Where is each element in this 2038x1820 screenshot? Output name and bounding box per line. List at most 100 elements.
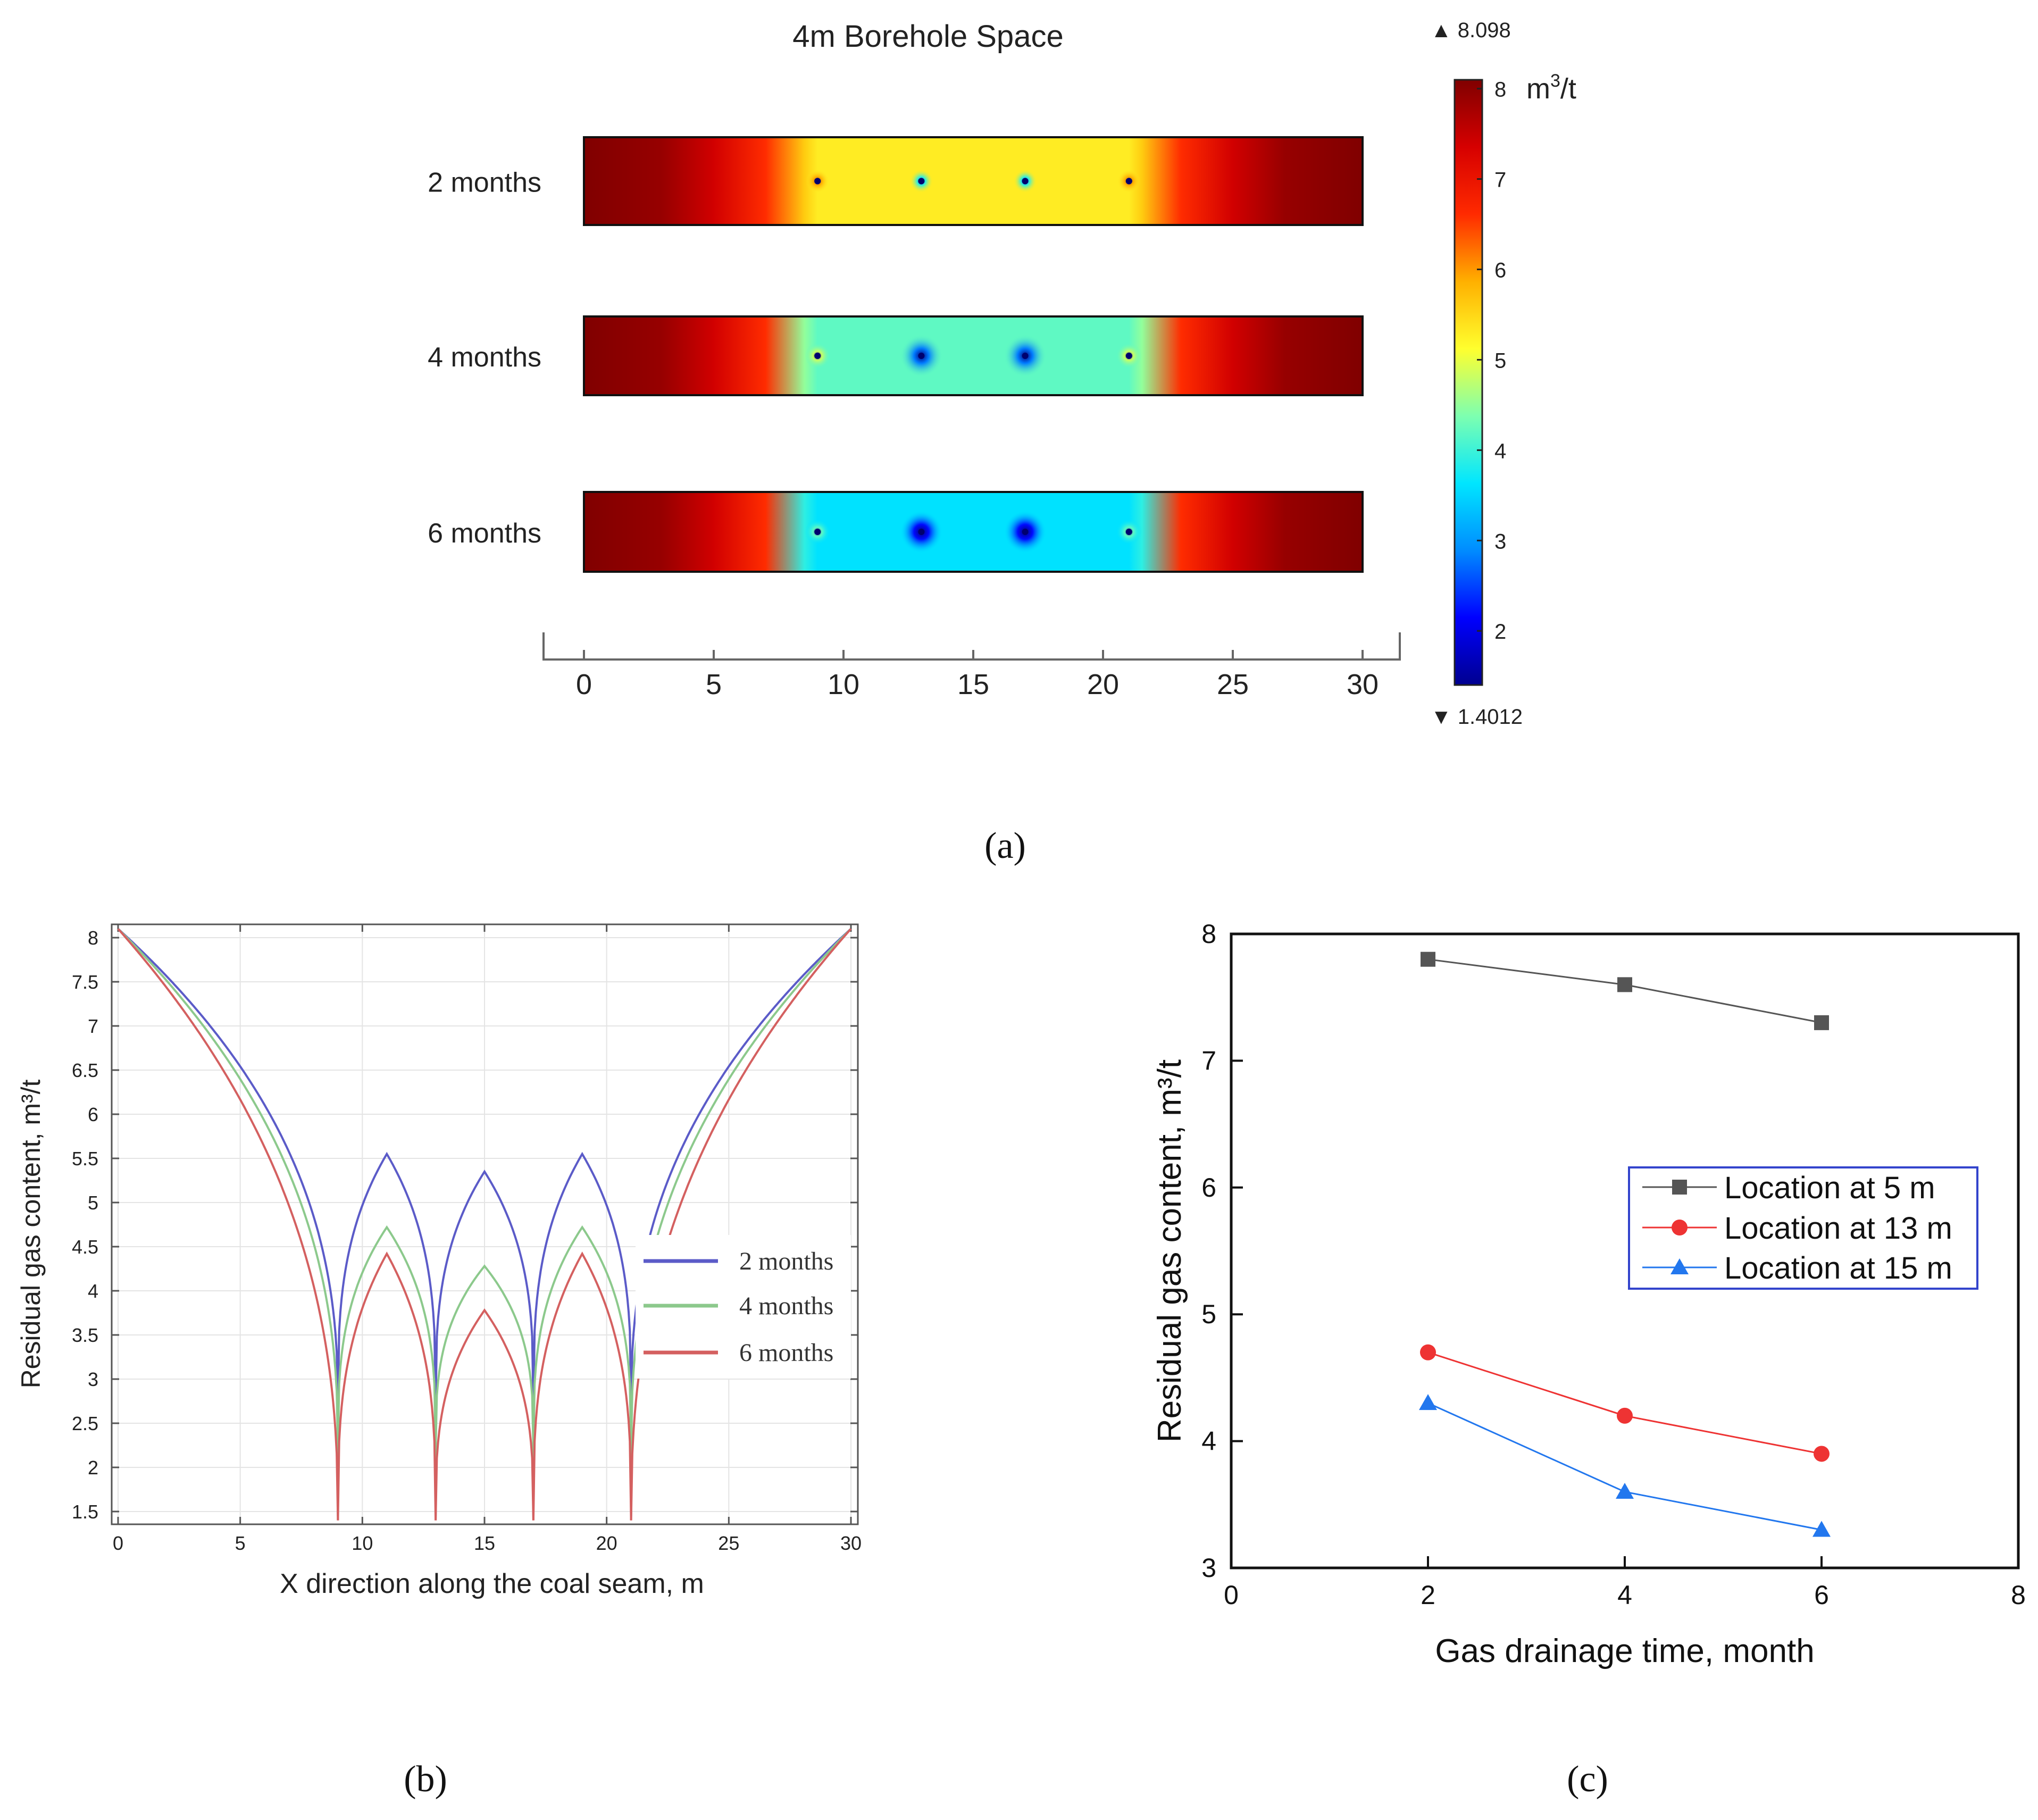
- chart-b-x-tick-label: 15: [474, 1532, 495, 1554]
- heatmap-x-axis: 0 5 10 15 20 25 30: [542, 632, 1401, 700]
- chart-c-marker-triangle: [1671, 1258, 1689, 1274]
- chart-c-x-tick-label: 4: [1617, 1580, 1632, 1610]
- chart-b-y-tick-label: 3: [88, 1368, 98, 1390]
- chart-c-y-tick-label: 4: [1201, 1426, 1216, 1456]
- chart-c-marker-square: [1617, 977, 1632, 992]
- colorbar-tick-label: 8: [1494, 78, 1506, 102]
- chart-b-x-tick-label: 0: [113, 1532, 123, 1554]
- chart-c-legend-label: Location at 15 m: [1724, 1251, 1952, 1285]
- heatmap-x-tick-label: 10: [828, 669, 859, 700]
- borehole-marker: [918, 178, 925, 185]
- chart-b-ticks: 0 5 10 15 20 25 30 1.5 2 2.5 3 3.5 4 4.5 5 5.5 6 6.5 7 7.5 8: [72, 924, 862, 1554]
- chart-b-y-tick-label: 5.5: [72, 1148, 98, 1170]
- chart-c-marker-square: [1421, 951, 1435, 967]
- chart-b-y-tick-label: 8: [88, 927, 98, 949]
- chart-b-x-tick-label: 30: [840, 1532, 862, 1554]
- chart-b-x-tick-label: 20: [596, 1532, 617, 1554]
- chart-c-y-tick-label: 8: [1201, 919, 1216, 949]
- chart-c-marker-triangle: [1616, 1482, 1634, 1499]
- heatmap-x-tick-label: 25: [1217, 669, 1249, 700]
- chart-b-y-tick-label: 2: [88, 1457, 98, 1479]
- borehole-marker: [1022, 529, 1029, 535]
- heatmap-strip: [583, 315, 1364, 396]
- borehole-marker: [1125, 178, 1132, 185]
- chart-c-line-Location-at-13-m: [1427, 1351, 1822, 1455]
- chart-c-marker-square: [1672, 1180, 1687, 1195]
- chart-b-y-tick-label: 6.5: [72, 1059, 98, 1081]
- chart-b-line-6-months: [117, 928, 852, 1521]
- chart-b-y-tick-label: 7.5: [72, 971, 98, 993]
- chart-b-xlabel: X direction along the coal seam, m: [280, 1568, 704, 1599]
- chart-c-ticks: 0 2 4 6 8 3 4 5 6 7 8: [1201, 919, 2026, 1610]
- heatmap-row-label: 4 months: [428, 342, 541, 373]
- chart-b-x-tick-label: 5: [235, 1532, 246, 1554]
- chart-b-line-2-months: [117, 928, 852, 1406]
- chart-c-legend-label: Location at 5 m: [1724, 1171, 1935, 1205]
- chart-c-marker-circle: [1617, 1407, 1633, 1424]
- chart-b-x-tick-label: 25: [718, 1532, 739, 1554]
- colorbar-min-label: ▼ 1.4012: [1431, 705, 1523, 729]
- heatmap-title: 4m Borehole Space: [792, 19, 1063, 54]
- colorbar-tick-label: 7: [1494, 169, 1506, 192]
- chart-b-line-4-months: [117, 928, 852, 1450]
- chart-c-marker-circle: [1814, 1446, 1830, 1462]
- chart-b-y-tick-label: 3.5: [72, 1324, 98, 1346]
- colorbar-tick-label: 6: [1494, 259, 1506, 282]
- heatmap-row-label: 6 months: [428, 518, 541, 549]
- colorbar-tick-label: 2: [1494, 620, 1506, 644]
- heatmap-strip: [583, 491, 1364, 573]
- chart-c-y-tick-label: 6: [1201, 1173, 1216, 1203]
- chart-c-marker-circle: [1420, 1344, 1436, 1360]
- chart-c-marker-square: [1814, 1015, 1829, 1030]
- chart-b-y-tick-label: 5: [88, 1192, 98, 1214]
- chart-c-legend-label: Location at 13 m: [1724, 1211, 1952, 1246]
- chart-b-legend-label: 6 months: [739, 1339, 833, 1367]
- borehole-marker: [814, 353, 821, 359]
- chart-b-y-tick-label: 4.5: [72, 1236, 98, 1258]
- chart-c-marker-triangle: [1813, 1521, 1831, 1537]
- chart-c-marker-circle: [1672, 1220, 1688, 1235]
- colorbar-max-label: ▲ 8.098: [1431, 19, 1511, 42]
- heatmap-axis-bracket: [542, 632, 1401, 661]
- chart-b-series: [117, 928, 852, 1521]
- chart-c-series: [1419, 951, 1831, 1537]
- chart-b-y-tick-label: 7: [88, 1015, 98, 1037]
- borehole-marker: [918, 353, 925, 359]
- heatmap-rows: 2 months 4 months 6 months: [428, 136, 1364, 573]
- chart-c-y-tick-label: 5: [1201, 1299, 1216, 1329]
- colorbar-unit: m3/t: [1526, 71, 1576, 105]
- panel-label-a: (a): [984, 825, 1026, 866]
- chart-b-legend-label: 2 months: [739, 1247, 833, 1275]
- colorbar-tick-label: 4: [1494, 439, 1506, 463]
- borehole-marker: [814, 178, 821, 185]
- colorbar: ▲ 8.098 ▼ 1.4012 8 7 6 5 4 3 2 m3/t: [1431, 19, 1576, 729]
- chart-c-y-tick-label: 7: [1201, 1046, 1216, 1075]
- chart-c-x-tick-label: 6: [1814, 1580, 1829, 1610]
- chart-c-ylabel: Residual gas content, m³/t: [1151, 1059, 1188, 1442]
- borehole-marker: [918, 529, 925, 535]
- chart-b-x-tick-label: 10: [352, 1532, 373, 1554]
- colorbar-tick-label: 3: [1494, 530, 1506, 553]
- borehole-marker: [1022, 178, 1029, 185]
- heatmap-x-tick-label: 30: [1347, 669, 1379, 700]
- chart-b-ylabel: Residual gas content, m³/t: [16, 1079, 46, 1388]
- chart-c-x-tick-label: 0: [1224, 1580, 1239, 1610]
- chart-b-y-tick-label: 6: [88, 1104, 98, 1125]
- heatmap-x-tick-label: 20: [1087, 669, 1119, 700]
- heatmap-x-tick-label: 0: [576, 669, 592, 700]
- chart-b-y-tick-label: 2.5: [72, 1413, 98, 1434]
- chart-c-marker-triangle: [1419, 1394, 1437, 1410]
- heatmap-x-tick-label: 5: [706, 669, 722, 700]
- borehole-marker: [1125, 353, 1132, 359]
- panel-label-b: (b): [404, 1759, 447, 1800]
- chart-c-xlabel: Gas drainage time, month: [1435, 1633, 1814, 1669]
- chart-c-y-tick-label: 3: [1201, 1553, 1216, 1583]
- heatmap-strip: [583, 136, 1364, 226]
- panel-label-c: (c): [1567, 1759, 1608, 1800]
- colorbar-tick-label: 5: [1494, 349, 1506, 372]
- panel-c: 0 2 4 6 8 3 4 5 6 7 8 Location at 5 m Location at 1…: [1151, 919, 2026, 1800]
- panel-a: 4m Borehole Space 2 months 4 months 6 mont…: [428, 19, 1576, 866]
- heatmap-x-tick-label: 15: [957, 669, 989, 700]
- heatmap-row-label: 2 months: [428, 168, 541, 198]
